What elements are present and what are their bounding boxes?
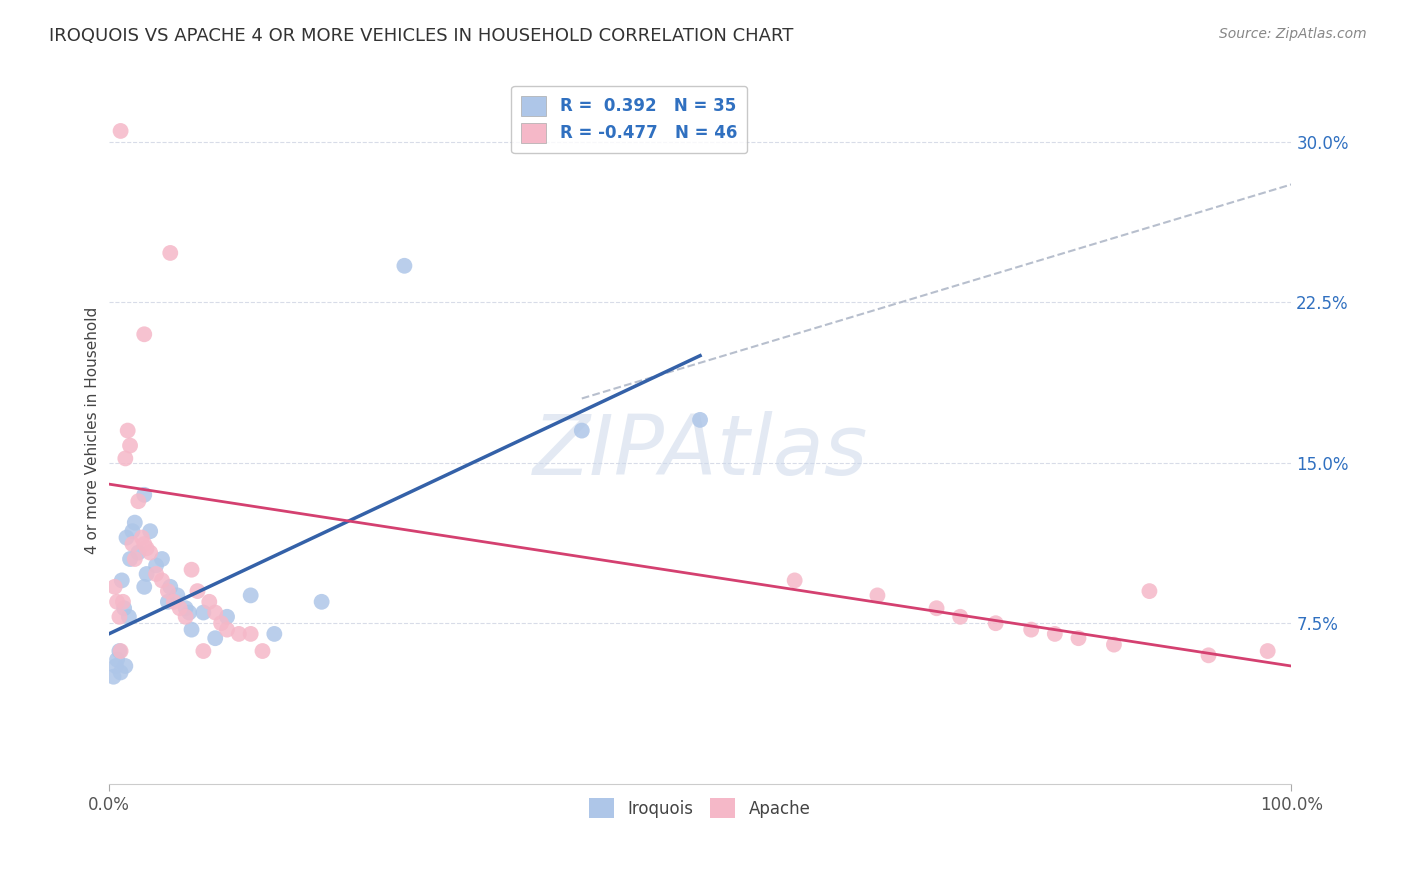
Point bbox=[394, 259, 416, 273]
Point bbox=[179, 606, 201, 620]
Point bbox=[145, 558, 167, 573]
Point bbox=[159, 580, 181, 594]
Point bbox=[252, 644, 274, 658]
Point bbox=[105, 652, 128, 666]
Point bbox=[114, 451, 136, 466]
Point bbox=[180, 563, 202, 577]
Text: ZIPAtlas: ZIPAtlas bbox=[533, 411, 868, 492]
Point bbox=[120, 439, 142, 453]
Point bbox=[1257, 644, 1279, 658]
Point bbox=[118, 609, 141, 624]
Point bbox=[114, 659, 136, 673]
Text: IROQUOIS VS APACHE 4 OR MORE VEHICLES IN HOUSEHOLD CORRELATION CHART: IROQUOIS VS APACHE 4 OR MORE VEHICLES IN… bbox=[49, 27, 793, 45]
Point bbox=[1043, 627, 1066, 641]
Point bbox=[134, 327, 156, 342]
Point bbox=[139, 524, 162, 538]
Point bbox=[104, 580, 127, 594]
Point bbox=[215, 623, 238, 637]
Point bbox=[145, 566, 167, 581]
Point bbox=[108, 644, 131, 658]
Point bbox=[193, 644, 215, 658]
Point bbox=[156, 595, 179, 609]
Point bbox=[239, 588, 262, 602]
Point bbox=[159, 246, 181, 260]
Point bbox=[117, 424, 139, 438]
Point bbox=[135, 541, 157, 556]
Point bbox=[1067, 631, 1090, 645]
Point bbox=[180, 623, 202, 637]
Point bbox=[949, 609, 972, 624]
Point bbox=[124, 516, 146, 530]
Point bbox=[124, 552, 146, 566]
Point bbox=[239, 627, 262, 641]
Point bbox=[108, 609, 131, 624]
Point bbox=[134, 488, 156, 502]
Point bbox=[174, 601, 197, 615]
Point bbox=[689, 413, 711, 427]
Point bbox=[135, 566, 157, 581]
Point bbox=[1139, 584, 1161, 599]
Point bbox=[120, 552, 142, 566]
Point bbox=[169, 601, 191, 615]
Point bbox=[103, 670, 125, 684]
Point bbox=[111, 574, 134, 588]
Point bbox=[110, 665, 132, 680]
Point bbox=[1198, 648, 1220, 663]
Point bbox=[150, 574, 173, 588]
Point bbox=[163, 595, 186, 609]
Point bbox=[866, 588, 889, 602]
Point bbox=[215, 609, 238, 624]
Point bbox=[110, 124, 132, 138]
Point bbox=[127, 545, 149, 559]
Point bbox=[111, 595, 134, 609]
Point bbox=[1102, 638, 1125, 652]
Point bbox=[1019, 623, 1042, 637]
Point bbox=[127, 494, 149, 508]
Point bbox=[112, 601, 135, 615]
Point bbox=[925, 601, 948, 615]
Point bbox=[139, 545, 162, 559]
Point bbox=[228, 627, 250, 641]
Point bbox=[204, 606, 226, 620]
Legend: Iroquois, Apache: Iroquois, Apache bbox=[582, 791, 817, 825]
Point bbox=[134, 537, 156, 551]
Point bbox=[186, 584, 208, 599]
Point bbox=[121, 524, 143, 538]
Point bbox=[198, 595, 221, 609]
Point bbox=[121, 537, 143, 551]
Point bbox=[104, 659, 127, 673]
Point bbox=[156, 584, 179, 599]
Point bbox=[571, 424, 593, 438]
Point bbox=[209, 616, 232, 631]
Text: Source: ZipAtlas.com: Source: ZipAtlas.com bbox=[1219, 27, 1367, 41]
Point bbox=[984, 616, 1007, 631]
Point bbox=[174, 609, 197, 624]
Point bbox=[150, 552, 173, 566]
Point bbox=[783, 574, 806, 588]
Point bbox=[193, 606, 215, 620]
Point bbox=[105, 595, 128, 609]
Point bbox=[166, 588, 188, 602]
Point bbox=[263, 627, 285, 641]
Point bbox=[311, 595, 333, 609]
Point bbox=[134, 580, 156, 594]
Point bbox=[131, 531, 153, 545]
Point bbox=[204, 631, 226, 645]
Y-axis label: 4 or more Vehicles in Household: 4 or more Vehicles in Household bbox=[86, 307, 100, 554]
Point bbox=[110, 644, 132, 658]
Point bbox=[115, 531, 138, 545]
